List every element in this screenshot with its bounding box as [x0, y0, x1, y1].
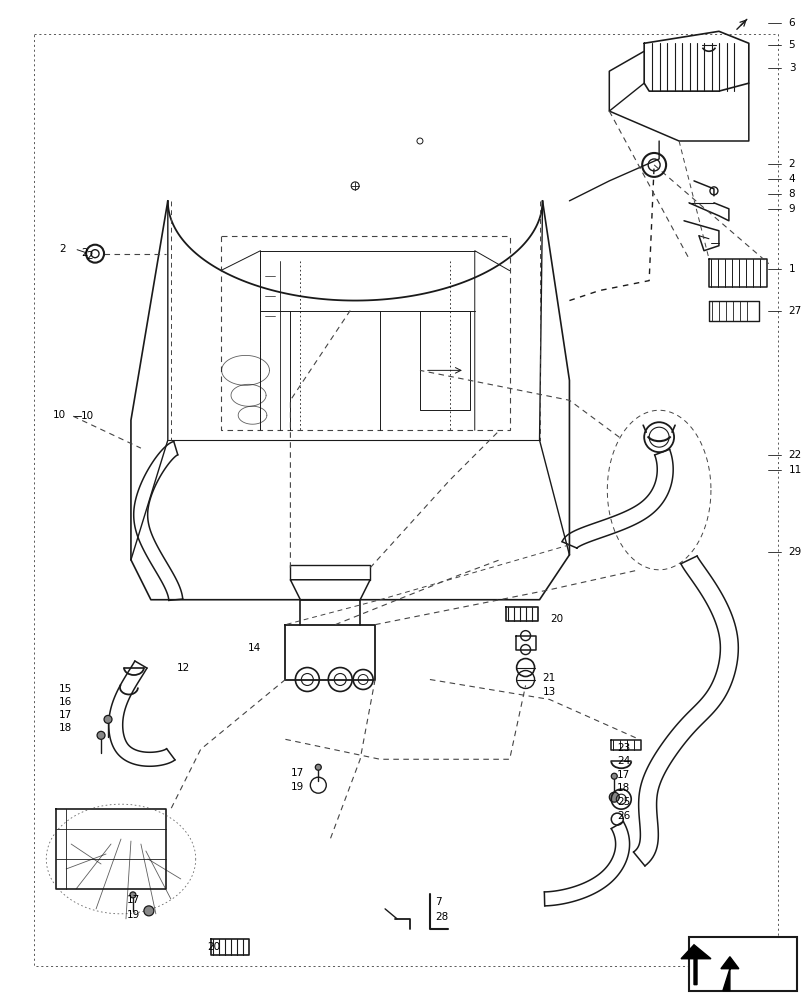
Text: 2: 2: [81, 248, 88, 258]
Text: 5: 5: [787, 40, 794, 50]
Text: 2: 2: [787, 159, 794, 169]
Text: 20: 20: [208, 942, 221, 952]
Text: 19: 19: [127, 910, 140, 920]
Text: 25: 25: [616, 797, 630, 807]
Text: 11: 11: [787, 465, 801, 475]
Text: 7: 7: [435, 897, 441, 907]
Circle shape: [315, 764, 321, 770]
Text: 17: 17: [290, 768, 303, 778]
Text: 21: 21: [542, 673, 555, 683]
Text: 12: 12: [177, 663, 190, 673]
Circle shape: [608, 792, 619, 802]
Text: 23: 23: [616, 743, 630, 753]
Text: 10: 10: [54, 410, 67, 420]
Circle shape: [130, 892, 135, 898]
Polygon shape: [680, 945, 710, 985]
Text: 10: 10: [81, 411, 94, 421]
Text: 16: 16: [59, 697, 72, 707]
Circle shape: [97, 731, 105, 739]
Text: 3: 3: [787, 63, 794, 73]
Text: 20: 20: [550, 614, 563, 624]
Text: 26: 26: [616, 811, 630, 821]
Text: 6: 6: [787, 18, 794, 28]
Text: 19: 19: [290, 782, 303, 792]
Circle shape: [104, 715, 112, 723]
Text: 13: 13: [542, 687, 555, 697]
Text: 22: 22: [787, 450, 801, 460]
Text: 8: 8: [787, 189, 794, 199]
Text: 17: 17: [127, 895, 140, 905]
Text: 18: 18: [616, 783, 630, 793]
Circle shape: [144, 906, 153, 916]
Text: 17: 17: [59, 710, 72, 720]
Text: 18: 18: [59, 723, 72, 733]
Text: 24: 24: [616, 756, 630, 766]
Circle shape: [611, 773, 616, 779]
Text: 14: 14: [247, 643, 260, 653]
Text: 4: 4: [787, 174, 794, 184]
Bar: [689, 937, 796, 991]
Text: 27: 27: [787, 306, 801, 316]
Text: 28: 28: [435, 912, 448, 922]
Text: 2: 2: [86, 251, 92, 261]
Text: 15: 15: [59, 684, 72, 694]
Text: 2: 2: [59, 244, 66, 254]
Text: 9: 9: [787, 204, 794, 214]
Text: 1: 1: [787, 264, 794, 274]
Text: 17: 17: [616, 770, 630, 780]
Text: 29: 29: [787, 547, 801, 557]
Polygon shape: [720, 957, 738, 991]
